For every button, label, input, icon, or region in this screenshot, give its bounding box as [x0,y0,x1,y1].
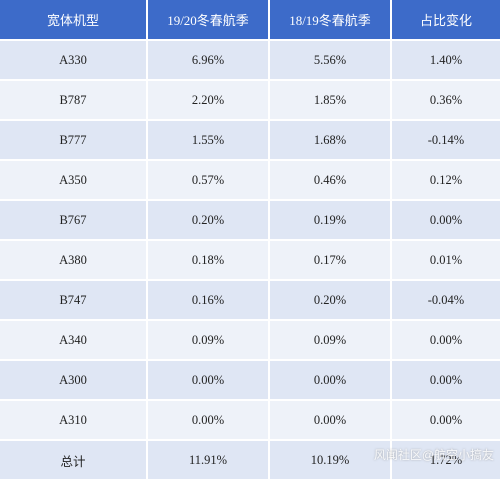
header-row: 宽体机型 19/20冬春航季 18/19冬春航季 占比变化 [0,0,500,39]
cell-season-1819: 1.68% [270,119,392,159]
cell-season-1819: 1.85% [270,79,392,119]
cell-share-change: -0.04% [392,279,500,319]
cell-share-change: 0.12% [392,159,500,199]
cell-share-change: 1.72% [392,439,500,479]
header-share-change: 占比变化 [392,0,500,39]
cell-share-change: 0.01% [392,239,500,279]
table-row: B747 0.16% 0.20% -0.04% [0,279,500,319]
cell-aircraft-type: A300 [0,359,148,399]
cell-season-1920: 0.00% [148,359,270,399]
cell-season-1920: 11.91% [148,439,270,479]
cell-share-change: 1.40% [392,39,500,79]
cell-season-1819: 0.17% [270,239,392,279]
cell-aircraft-type: A310 [0,399,148,439]
header-aircraft-type: 宽体机型 [0,0,148,39]
cell-aircraft-type: B747 [0,279,148,319]
table-row: A380 0.18% 0.17% 0.01% [0,239,500,279]
cell-season-1819: 5.56% [270,39,392,79]
cell-season-1819: 10.19% [270,439,392,479]
cell-season-1920: 0.57% [148,159,270,199]
cell-share-change: 0.00% [392,359,500,399]
table-row: A350 0.57% 0.46% 0.12% [0,159,500,199]
table-row: B777 1.55% 1.68% -0.14% [0,119,500,159]
cell-aircraft-type: A340 [0,319,148,359]
cell-aircraft-type: A380 [0,239,148,279]
table-row: A300 0.00% 0.00% 0.00% [0,359,500,399]
cell-aircraft-type: A350 [0,159,148,199]
cell-share-change: 0.36% [392,79,500,119]
cell-season-1819: 0.19% [270,199,392,239]
cell-season-1920: 2.20% [148,79,270,119]
cell-season-1920: 1.55% [148,119,270,159]
cell-season-1920: 6.96% [148,39,270,79]
cell-season-1920: 0.09% [148,319,270,359]
cell-season-1819: 0.00% [270,359,392,399]
total-row: 总计 11.91% 10.19% 1.72% [0,439,500,479]
cell-season-1920: 0.20% [148,199,270,239]
table-row: A330 6.96% 5.56% 1.40% [0,39,500,79]
cell-season-1819: 0.46% [270,159,392,199]
cell-share-change: -0.14% [392,119,500,159]
cell-share-change: 0.00% [392,319,500,359]
cell-aircraft-type: B777 [0,119,148,159]
table-row: B767 0.20% 0.19% 0.00% [0,199,500,239]
cell-season-1819: 0.09% [270,319,392,359]
cell-season-1819: 0.20% [270,279,392,319]
cell-share-change: 0.00% [392,399,500,439]
table-row: A340 0.09% 0.09% 0.00% [0,319,500,359]
cell-season-1819: 0.00% [270,399,392,439]
cell-aircraft-type: A330 [0,39,148,79]
cell-share-change: 0.00% [392,199,500,239]
cell-aircraft-type: 总计 [0,439,148,479]
cell-season-1920: 0.18% [148,239,270,279]
cell-season-1920: 0.16% [148,279,270,319]
table-row: A310 0.00% 0.00% 0.00% [0,399,500,439]
header-season-1920: 19/20冬春航季 [148,0,270,39]
header-season-1819: 18/19冬春航季 [270,0,392,39]
cell-aircraft-type: B787 [0,79,148,119]
table-row: B787 2.20% 1.85% 0.36% [0,79,500,119]
cell-aircraft-type: B767 [0,199,148,239]
cell-season-1920: 0.00% [148,399,270,439]
